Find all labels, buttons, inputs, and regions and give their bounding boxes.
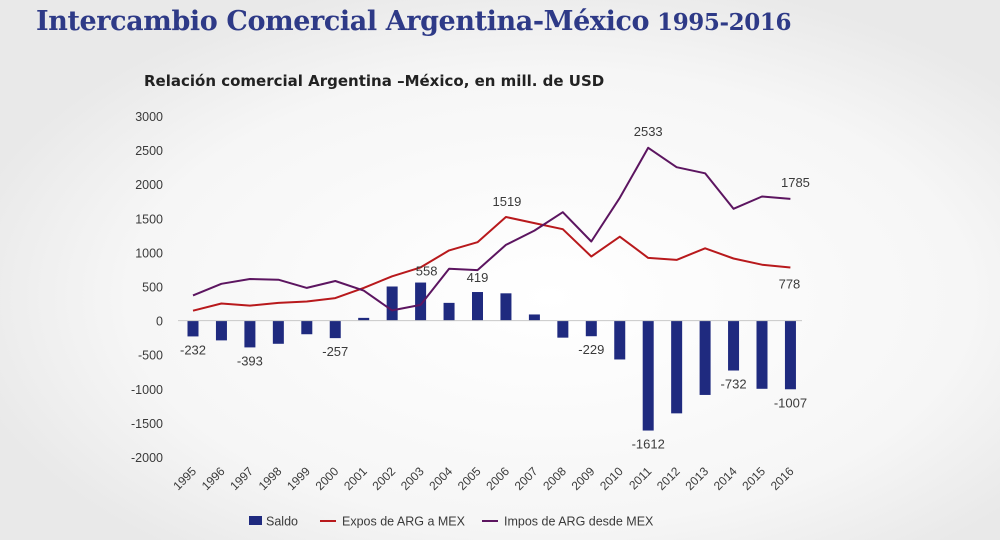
x-tick-label: 2000 bbox=[313, 464, 342, 493]
x-tick-label: 2013 bbox=[682, 464, 711, 493]
x-tick-label: 1998 bbox=[256, 464, 285, 493]
data-label: 778 bbox=[779, 277, 801, 292]
y-tick-label: 1000 bbox=[135, 246, 163, 260]
y-tick-label: 1500 bbox=[135, 212, 163, 226]
data-label: -229 bbox=[578, 342, 604, 357]
bar-saldo bbox=[415, 282, 427, 321]
y-tick-label: -1000 bbox=[131, 383, 163, 397]
x-tick-label: 1996 bbox=[199, 464, 228, 493]
chart-title: Relación comercial Argentina –México, en… bbox=[144, 72, 605, 90]
x-tick-label: 2010 bbox=[597, 464, 626, 493]
legend-swatch-saldo bbox=[249, 516, 262, 525]
x-tick-label: 2012 bbox=[654, 464, 683, 493]
line-impos bbox=[192, 146, 791, 312]
x-tick-label: 2011 bbox=[626, 464, 654, 492]
bar-saldo bbox=[756, 320, 768, 389]
page-title-years: 1995-2016 bbox=[657, 9, 792, 36]
x-tick-label: 1999 bbox=[284, 464, 313, 493]
data-label: -393 bbox=[237, 353, 263, 368]
data-label: 1785 bbox=[781, 175, 810, 190]
x-tick-label: 2014 bbox=[711, 464, 740, 493]
y-tick-label: 0 bbox=[156, 315, 163, 329]
x-tick-label: 2003 bbox=[398, 464, 427, 493]
y-tick-label: -1500 bbox=[131, 417, 163, 431]
bar-saldo bbox=[472, 292, 483, 321]
bar-saldo bbox=[671, 320, 683, 414]
x-tick-label: 2016 bbox=[768, 464, 797, 493]
x-tick-label: 2005 bbox=[455, 464, 484, 493]
bar-saldo bbox=[614, 320, 626, 360]
data-label: 2533 bbox=[634, 124, 663, 139]
bar-saldo bbox=[784, 320, 796, 390]
data-label: -1612 bbox=[632, 437, 665, 452]
bar-saldo bbox=[443, 302, 455, 321]
x-tick-label: 2004 bbox=[426, 464, 455, 493]
bar-saldo bbox=[358, 317, 370, 321]
bar-saldo bbox=[272, 320, 284, 344]
bar-saldo bbox=[187, 320, 199, 337]
bar-saldo bbox=[557, 320, 569, 338]
bar-saldo bbox=[528, 314, 540, 321]
bar-saldo bbox=[329, 320, 341, 339]
x-tick-label: 2007 bbox=[512, 464, 541, 493]
bar-saldo bbox=[699, 320, 711, 395]
x-tick-label: 1995 bbox=[170, 464, 199, 493]
x-tick-label: 1997 bbox=[227, 464, 256, 493]
legend-label: Saldo bbox=[266, 515, 298, 529]
data-label: -732 bbox=[721, 377, 747, 392]
bar-saldo bbox=[728, 320, 740, 371]
data-label: -257 bbox=[322, 344, 348, 359]
data-label: -1007 bbox=[774, 395, 807, 410]
bar-saldo bbox=[215, 320, 227, 341]
data-label: -232 bbox=[180, 342, 206, 357]
page-title: Intercambio Comercial Argentina-México 19… bbox=[36, 6, 791, 37]
bar-saldo bbox=[642, 320, 654, 431]
bar-saldo bbox=[386, 286, 398, 321]
y-tick-label: 500 bbox=[142, 281, 163, 295]
line-expos bbox=[192, 216, 791, 312]
x-tick-label: 2015 bbox=[739, 464, 768, 493]
y-tick-label: 3000 bbox=[135, 110, 163, 124]
data-label: 558 bbox=[416, 264, 438, 279]
x-tick-label: 2002 bbox=[369, 464, 398, 493]
page-title-text: Intercambio Comercial Argentina-México bbox=[36, 6, 650, 37]
y-tick-label: 2000 bbox=[135, 178, 163, 192]
y-tick-label: 2500 bbox=[135, 144, 163, 158]
bar-saldo bbox=[301, 320, 313, 335]
x-tick-label: 2001 bbox=[341, 464, 370, 493]
legend-label: Impos de ARG desde MEX bbox=[504, 515, 654, 529]
x-tick-label: 2008 bbox=[540, 464, 569, 493]
y-tick-label: -2000 bbox=[131, 451, 163, 465]
y-tick-label: -500 bbox=[138, 349, 163, 363]
bar-saldo bbox=[244, 320, 256, 348]
data-label: 419 bbox=[467, 270, 489, 285]
bar-saldo bbox=[500, 293, 512, 321]
bar-saldo bbox=[585, 320, 597, 337]
x-tick-label: 2006 bbox=[483, 464, 512, 493]
data-label: 1519 bbox=[492, 194, 521, 209]
legend-label: Expos de ARG a MEX bbox=[342, 515, 466, 529]
x-tick-label: 2009 bbox=[569, 464, 598, 493]
